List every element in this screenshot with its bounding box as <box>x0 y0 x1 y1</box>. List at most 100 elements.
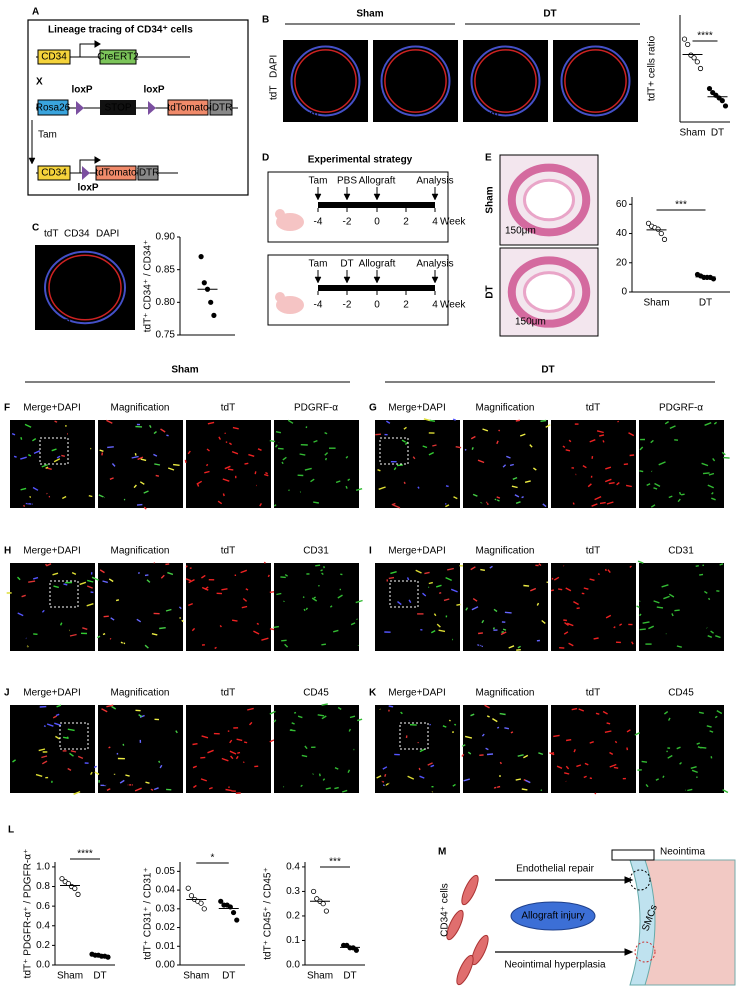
stain-label: DAPI <box>96 229 119 240</box>
signal <box>230 755 234 760</box>
tissue <box>560 45 631 117</box>
timeline-tick: 4 <box>432 217 438 228</box>
signal <box>506 455 511 459</box>
panel-letter: C <box>32 223 39 234</box>
signal <box>91 576 99 581</box>
y-tick-label: 0.4 <box>286 862 300 873</box>
signal <box>704 422 712 426</box>
signal <box>599 501 606 505</box>
signal <box>106 419 113 424</box>
signal <box>192 784 197 789</box>
signal <box>17 576 21 581</box>
signal <box>604 730 612 733</box>
label: CD34 <box>41 52 67 63</box>
signal <box>138 714 143 718</box>
signal <box>424 571 430 575</box>
signal <box>614 740 618 744</box>
signal <box>115 599 120 602</box>
panel-letter: D <box>262 153 269 164</box>
signal <box>88 495 93 498</box>
tissue <box>48 254 122 321</box>
signal <box>452 783 456 787</box>
signal <box>589 741 594 744</box>
column-label: CD31 <box>668 546 694 557</box>
signal <box>447 567 454 571</box>
signal <box>312 773 314 775</box>
signal <box>648 625 654 630</box>
signal <box>165 608 172 612</box>
signal <box>69 752 74 757</box>
signal <box>52 572 59 576</box>
y-axis-label: tdT⁺ CD31⁺ / CD31⁺ <box>143 867 154 960</box>
signal <box>110 617 115 621</box>
signal <box>242 761 245 764</box>
signal <box>192 743 198 746</box>
signal <box>32 438 37 442</box>
signal <box>515 419 521 422</box>
signal <box>275 444 278 448</box>
signal <box>723 456 730 459</box>
signal <box>400 711 403 715</box>
label: Neointimal hyperplasia <box>504 960 606 971</box>
x-tick-label: DT <box>222 971 235 982</box>
micrograph <box>463 420 548 508</box>
signal <box>70 750 77 753</box>
signal <box>333 629 339 633</box>
signal <box>702 472 710 475</box>
signal <box>304 745 308 750</box>
signal <box>341 789 348 793</box>
signal <box>650 439 654 444</box>
signal <box>32 486 39 491</box>
signal <box>275 431 282 434</box>
tissue <box>507 163 591 237</box>
stain-label: tdT <box>269 86 280 100</box>
signal <box>62 736 69 739</box>
signal <box>499 761 502 765</box>
signal <box>669 425 676 430</box>
signal <box>155 474 160 477</box>
timeline-unit: Week <box>440 300 466 311</box>
label: Tam <box>309 259 328 270</box>
signal <box>185 578 192 582</box>
column-label: tdT <box>586 688 600 699</box>
signal <box>102 633 106 636</box>
signal <box>229 750 237 755</box>
signal <box>464 735 473 739</box>
signal <box>376 775 382 779</box>
signal <box>151 633 158 636</box>
micrograph <box>551 563 636 651</box>
signal <box>508 645 515 649</box>
y-tick-label: 0.2 <box>36 940 50 951</box>
signal <box>350 622 356 626</box>
data-point <box>198 900 204 906</box>
signal <box>269 739 275 743</box>
panel-title: Lineage tracing of CD34⁺ cells <box>48 25 193 36</box>
x-tick-label: DT <box>711 128 724 139</box>
panel-letter: H <box>4 546 11 557</box>
signal <box>136 503 143 506</box>
signal <box>382 766 388 770</box>
signal <box>384 782 390 787</box>
signal <box>523 754 529 759</box>
signal <box>596 430 604 434</box>
signal <box>143 506 147 510</box>
label: CD34 <box>41 168 67 179</box>
signal <box>450 588 458 593</box>
signal <box>240 569 248 574</box>
scale-bar: 100μm <box>14 781 45 792</box>
signal <box>464 448 467 451</box>
signal <box>606 722 611 725</box>
signal <box>538 563 542 567</box>
arrow-head <box>343 193 351 201</box>
signal <box>538 752 544 756</box>
signal <box>345 485 348 489</box>
signal <box>378 486 386 490</box>
signal <box>656 606 664 609</box>
signal <box>291 722 295 725</box>
loxp-site <box>148 101 156 115</box>
gene-box <box>37 165 71 181</box>
signal <box>541 619 546 624</box>
label: Analysis <box>416 259 453 270</box>
zoom-box <box>59 722 89 750</box>
